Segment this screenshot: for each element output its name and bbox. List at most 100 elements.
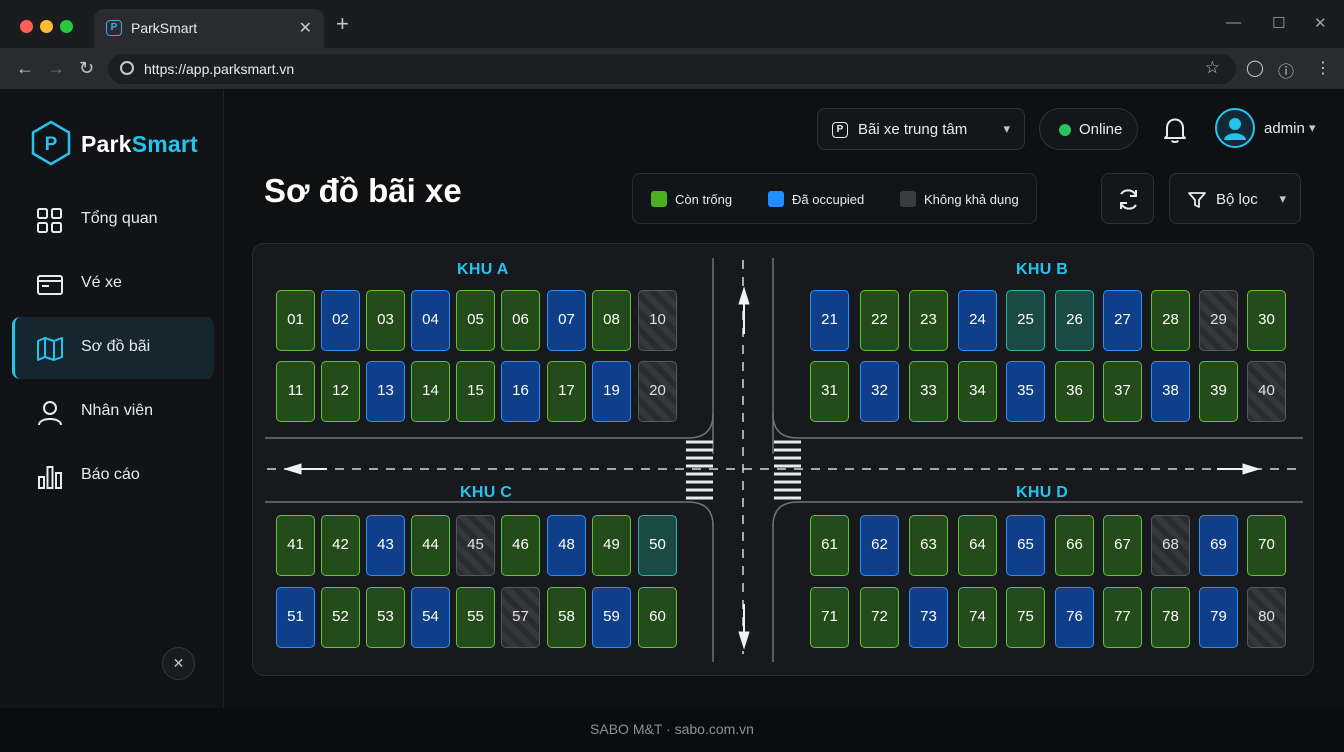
- parking-slot-51[interactable]: 51: [276, 587, 315, 648]
- site-info-icon[interactable]: [120, 61, 134, 75]
- parking-slot-80[interactable]: 80: [1247, 587, 1286, 648]
- parking-slot-04[interactable]: 04: [411, 290, 450, 351]
- parking-slot-27[interactable]: 27: [1103, 290, 1142, 351]
- minimize-window-button[interactable]: [40, 20, 53, 33]
- parking-slot-25[interactable]: 25: [1006, 290, 1045, 351]
- sidebar-item-tong-quan[interactable]: Tổng quan: [12, 189, 214, 251]
- close-tab-icon[interactable]: ✕: [298, 20, 312, 37]
- parking-slot-73[interactable]: 73: [909, 587, 948, 648]
- parking-slot-58[interactable]: 58: [547, 587, 586, 648]
- parking-slot-02[interactable]: 02: [321, 290, 360, 351]
- parking-slot-24[interactable]: 24: [958, 290, 997, 351]
- parking-slot-70[interactable]: 70: [1247, 515, 1286, 576]
- profile-icon[interactable]: ⓘ: [1278, 64, 1295, 81]
- parking-slot-30[interactable]: 30: [1247, 290, 1286, 351]
- parking-slot-11[interactable]: 11: [276, 361, 315, 422]
- parking-slot-23[interactable]: 23: [909, 290, 948, 351]
- parking-slot-15[interactable]: 15: [456, 361, 495, 422]
- extension-icon[interactable]: ◯: [1246, 60, 1264, 77]
- browser-menu-icon[interactable]: ⋮: [1315, 60, 1331, 77]
- parking-slot-01[interactable]: 01: [276, 290, 315, 351]
- parking-slot-31[interactable]: 31: [810, 361, 849, 422]
- parking-slot-17[interactable]: 17: [547, 361, 586, 422]
- parking-slot-68[interactable]: 68: [1151, 515, 1190, 576]
- parking-slot-39[interactable]: 39: [1199, 361, 1238, 422]
- close-window-button[interactable]: [20, 20, 33, 33]
- parking-slot-76[interactable]: 76: [1055, 587, 1094, 648]
- parking-slot-65[interactable]: 65: [1006, 515, 1045, 576]
- parking-slot-05[interactable]: 05: [456, 290, 495, 351]
- parking-slot-50[interactable]: 50: [638, 515, 677, 576]
- parking-slot-28[interactable]: 28: [1151, 290, 1190, 351]
- parking-slot-55[interactable]: 55: [456, 587, 495, 648]
- parking-slot-12[interactable]: 12: [321, 361, 360, 422]
- parking-slot-20[interactable]: 20: [638, 361, 677, 422]
- sidebar-item-bao-cao[interactable]: Báo cáo: [12, 445, 214, 507]
- parking-slot-41[interactable]: 41: [276, 515, 315, 576]
- new-tab-icon[interactable]: +: [336, 11, 349, 36]
- parking-slot-67[interactable]: 67: [1103, 515, 1142, 576]
- parking-slot-53[interactable]: 53: [366, 587, 405, 648]
- parking-slot-40[interactable]: 40: [1247, 361, 1286, 422]
- parking-slot-36[interactable]: 36: [1055, 361, 1094, 422]
- window-restore-icon[interactable]: ☐: [1272, 15, 1286, 32]
- parking-slot-19[interactable]: 19: [592, 361, 631, 422]
- parking-slot-21[interactable]: 21: [810, 290, 849, 351]
- parking-slot-61[interactable]: 61: [810, 515, 849, 576]
- parking-slot-44[interactable]: 44: [411, 515, 450, 576]
- parking-slot-43[interactable]: 43: [366, 515, 405, 576]
- parking-slot-37[interactable]: 37: [1103, 361, 1142, 422]
- parking-slot-13[interactable]: 13: [366, 361, 405, 422]
- parking-slot-35[interactable]: 35: [1006, 361, 1045, 422]
- sidebar-item-ve-xe[interactable]: Vé xe: [12, 253, 214, 315]
- parking-slot-74[interactable]: 74: [958, 587, 997, 648]
- parking-slot-62[interactable]: 62: [860, 515, 899, 576]
- parking-lot-select[interactable]: P Bãi xe trung tâm ▾: [817, 108, 1025, 150]
- parking-slot-33[interactable]: 33: [909, 361, 948, 422]
- sidebar-item-nhan-vien[interactable]: Nhân viên: [12, 381, 214, 443]
- parking-slot-78[interactable]: 78: [1151, 587, 1190, 648]
- parking-slot-29[interactable]: 29: [1199, 290, 1238, 351]
- brand-logo[interactable]: P ParkSmart: [30, 120, 210, 166]
- window-minimize-icon[interactable]: —: [1226, 14, 1241, 31]
- parking-slot-54[interactable]: 54: [411, 587, 450, 648]
- parking-slot-57[interactable]: 57: [501, 587, 540, 648]
- parking-slot-26[interactable]: 26: [1055, 290, 1094, 351]
- bookmark-star-icon[interactable]: ☆: [1204, 58, 1220, 77]
- parking-slot-06[interactable]: 06: [501, 290, 540, 351]
- parking-slot-64[interactable]: 64: [958, 515, 997, 576]
- url-field[interactable]: https://app.parksmart.vn ☆: [108, 54, 1236, 84]
- parking-slot-34[interactable]: 34: [958, 361, 997, 422]
- parking-slot-38[interactable]: 38: [1151, 361, 1190, 422]
- window-close-icon[interactable]: ✕: [1314, 15, 1327, 32]
- parking-slot-42[interactable]: 42: [321, 515, 360, 576]
- parking-slot-63[interactable]: 63: [909, 515, 948, 576]
- parking-slot-66[interactable]: 66: [1055, 515, 1094, 576]
- parking-slot-32[interactable]: 32: [860, 361, 899, 422]
- parking-slot-75[interactable]: 75: [1006, 587, 1045, 648]
- parking-slot-16[interactable]: 16: [501, 361, 540, 422]
- parking-slot-60[interactable]: 60: [638, 587, 677, 648]
- forward-icon[interactable]: →: [47, 58, 65, 78]
- parking-slot-71[interactable]: 71: [810, 587, 849, 648]
- parking-slot-52[interactable]: 52: [321, 587, 360, 648]
- sidebar-item-so-do-bai[interactable]: Sơ đồ bãi: [12, 317, 214, 379]
- refresh-button[interactable]: [1101, 173, 1154, 224]
- user-menu[interactable]: admin ▾: [1215, 108, 1325, 150]
- parking-slot-08[interactable]: 08: [592, 290, 631, 351]
- parking-slot-07[interactable]: 07: [547, 290, 586, 351]
- collapse-sidebar-button[interactable]: ✕: [162, 647, 195, 680]
- parking-slot-45[interactable]: 45: [456, 515, 495, 576]
- parking-slot-46[interactable]: 46: [501, 515, 540, 576]
- parking-slot-48[interactable]: 48: [547, 515, 586, 576]
- parking-slot-72[interactable]: 72: [860, 587, 899, 648]
- parking-slot-14[interactable]: 14: [411, 361, 450, 422]
- filter-button[interactable]: Bộ lọc ▾: [1169, 173, 1301, 224]
- parking-slot-77[interactable]: 77: [1103, 587, 1142, 648]
- parking-slot-03[interactable]: 03: [366, 290, 405, 351]
- parking-slot-79[interactable]: 79: [1199, 587, 1238, 648]
- bell-icon[interactable]: [1162, 116, 1188, 144]
- browser-tab[interactable]: P ParkSmart ✕: [94, 9, 324, 48]
- parking-slot-10[interactable]: 10: [638, 290, 677, 351]
- reload-icon[interactable]: ↻: [79, 58, 95, 78]
